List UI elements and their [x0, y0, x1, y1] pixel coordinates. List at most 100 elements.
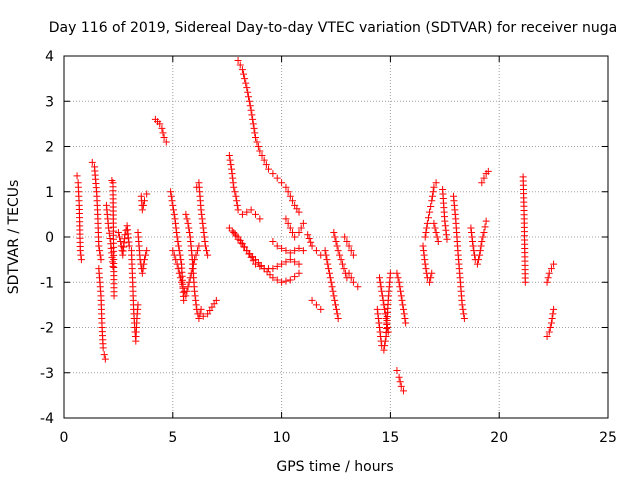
- data-point: [432, 179, 440, 187]
- data-point: [160, 133, 168, 141]
- data-point: [139, 265, 147, 273]
- data-point: [422, 265, 430, 273]
- data-point: [423, 224, 431, 232]
- data-point: [229, 179, 237, 187]
- data-point: [110, 292, 118, 300]
- data-point: [324, 260, 332, 268]
- data-point: [238, 210, 246, 218]
- data-point: [286, 276, 294, 284]
- data-point: [308, 242, 316, 250]
- data-point: [377, 283, 385, 291]
- data-point: [73, 172, 81, 180]
- data-point: [173, 260, 181, 268]
- data-point: [253, 138, 261, 146]
- x-tick-label: 10: [273, 430, 291, 446]
- data-point: [475, 256, 483, 264]
- data-point: [397, 292, 405, 300]
- data-point: [336, 251, 344, 259]
- data-point: [484, 167, 492, 175]
- data-point: [432, 228, 440, 236]
- data-point: [380, 346, 388, 354]
- data-point: [175, 269, 183, 277]
- data-point: [249, 120, 257, 128]
- data-point: [195, 242, 203, 250]
- data-point: [288, 197, 296, 205]
- y-tick-label: 3: [45, 94, 54, 110]
- data-point: [334, 314, 342, 322]
- data-point: [269, 238, 277, 246]
- data-point: [468, 233, 476, 241]
- data-point: [183, 287, 191, 295]
- data-point: [376, 274, 384, 282]
- data-point: [427, 274, 435, 282]
- data-point: [225, 224, 233, 232]
- data-point: [321, 247, 329, 255]
- data-point: [138, 206, 146, 214]
- data-point: [312, 247, 320, 255]
- data-points: [73, 57, 558, 395]
- x-tick-label: 25: [599, 430, 617, 446]
- data-point: [201, 238, 209, 246]
- data-point: [134, 301, 142, 309]
- data-point: [379, 296, 387, 304]
- data-point: [240, 70, 248, 78]
- data-point: [170, 210, 178, 218]
- data-point: [117, 238, 125, 246]
- data-point: [317, 305, 325, 313]
- data-point: [184, 219, 192, 227]
- data-point: [114, 228, 122, 236]
- data-point: [141, 256, 149, 264]
- x-tick-label: 5: [168, 430, 177, 446]
- data-point: [258, 152, 266, 160]
- data-point: [478, 179, 486, 187]
- data-point: [328, 283, 336, 291]
- data-point: [325, 265, 333, 273]
- data-point: [278, 179, 286, 187]
- data-point: [269, 265, 277, 273]
- data-point: [238, 66, 246, 74]
- data-point: [288, 228, 296, 236]
- data-point: [295, 208, 303, 216]
- data-point: [381, 305, 389, 313]
- data-point: [433, 233, 441, 241]
- data-point: [167, 192, 175, 200]
- data-point: [398, 296, 406, 304]
- data-point: [180, 296, 188, 304]
- data-point: [546, 324, 554, 331]
- data-point: [232, 192, 240, 200]
- data-point: [282, 258, 290, 266]
- data-point: [168, 197, 176, 205]
- data-point: [396, 378, 404, 386]
- data-point: [380, 301, 388, 309]
- data-point: [182, 292, 190, 300]
- data-point: [386, 269, 394, 277]
- data-point: [376, 328, 384, 336]
- data-point: [441, 222, 449, 230]
- data-point: [395, 278, 403, 286]
- data-point: [278, 278, 286, 286]
- data-point: [198, 215, 206, 223]
- data-point: [397, 287, 405, 295]
- data-point: [192, 301, 200, 309]
- data-point: [105, 224, 113, 232]
- data-point: [341, 233, 349, 241]
- data-point: [396, 283, 404, 291]
- data-point: [156, 120, 164, 128]
- data-point: [284, 188, 292, 196]
- data-point: [273, 262, 281, 270]
- data-point: [354, 283, 362, 291]
- data-point: [197, 206, 205, 214]
- data-point: [340, 265, 348, 273]
- data-point: [399, 387, 407, 395]
- data-point: [170, 206, 178, 214]
- data-point: [203, 247, 211, 255]
- y-tick-label: -1: [40, 275, 54, 291]
- data-point: [349, 278, 357, 286]
- data-point: [266, 271, 274, 279]
- data-point: [243, 84, 251, 92]
- data-point: [478, 238, 486, 246]
- data-point: [278, 260, 286, 268]
- data-point: [169, 247, 177, 255]
- data-point: [249, 115, 257, 123]
- data-point: [326, 274, 334, 282]
